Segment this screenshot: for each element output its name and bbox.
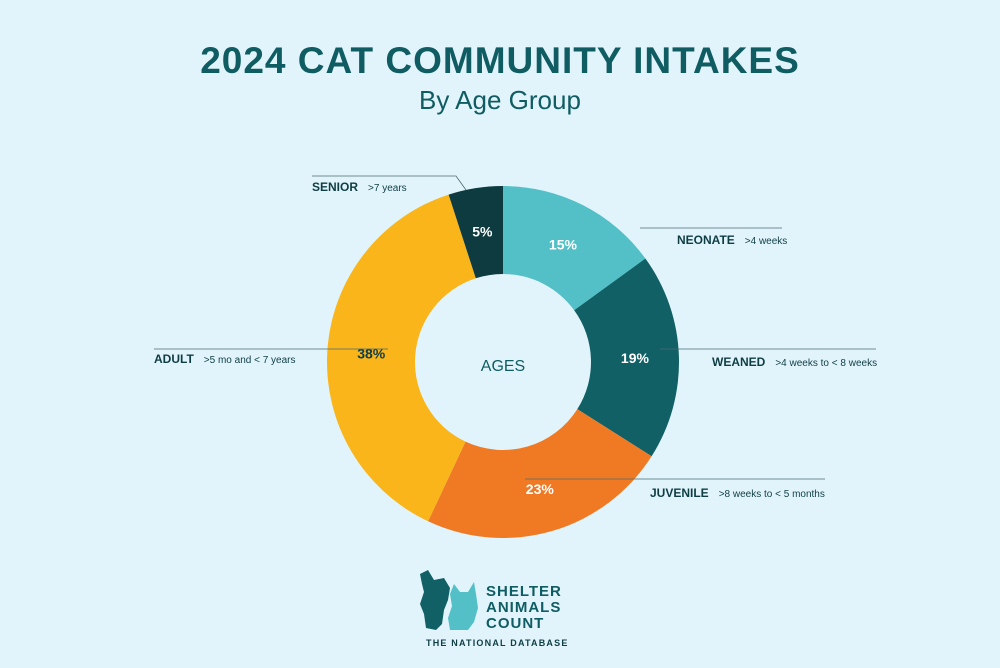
- leader-line-senior: [312, 175, 467, 191]
- pct-label-senior: 5%: [472, 224, 493, 240]
- category-label-senior: SENIOR >7 years: [312, 180, 407, 194]
- pct-label-neonate: 15%: [549, 236, 578, 252]
- slice-juvenile: [428, 409, 652, 539]
- slice-weaned: [574, 258, 679, 457]
- logo-word-3: COUNT: [486, 615, 545, 632]
- chart-title: 2024 CAT COMMUNITY INTAKES: [200, 40, 800, 81]
- category-label-adult: ADULT >5 mo and < 7 years: [154, 352, 296, 366]
- logo-word-2: ANIMALS: [486, 599, 562, 616]
- chart-subtitle: By Age Group: [419, 85, 581, 115]
- pct-label-juvenile: 23%: [526, 481, 555, 497]
- category-label-juvenile: JUVENILE >8 weeks to < 5 months: [650, 486, 825, 500]
- shelter-animals-count-logo: SHELTER ANIMALS COUNT THE NATIONAL DATAB…: [410, 562, 600, 652]
- logo-word-1: SHELTER: [486, 583, 562, 600]
- slice-neonate: [503, 186, 646, 311]
- pct-label-weaned: 19%: [621, 350, 650, 366]
- slice-labels: NEONATE >4 weeks WEANED >4 weeks to < 8 wee…: [154, 180, 877, 500]
- slice-senior: [448, 186, 503, 279]
- slice-adult: [326, 194, 476, 522]
- label-leader-lines: [154, 175, 876, 480]
- category-label-weaned: WEANED >4 weeks to < 8 weeks: [712, 355, 877, 369]
- center-label: AGES: [481, 358, 525, 375]
- category-label-neonate: NEONATE >4 weeks: [677, 233, 787, 247]
- donut-slices: 15% 19% 23% 38% 5%: [326, 186, 679, 539]
- pct-label-adult: 38%: [357, 346, 386, 362]
- logo-tagline: THE NATIONAL DATABASE: [426, 638, 569, 648]
- dog-cat-logo-icon: [420, 570, 478, 630]
